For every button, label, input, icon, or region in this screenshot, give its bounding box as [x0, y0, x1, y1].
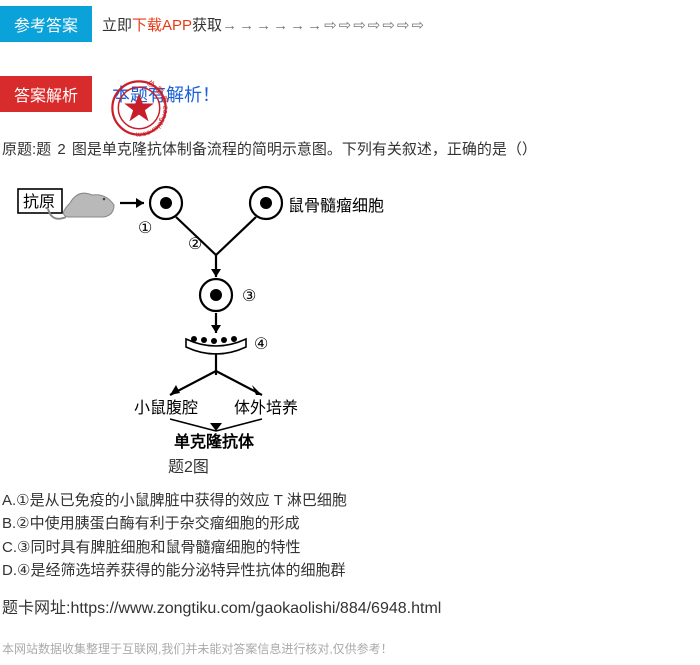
label-abdomen: 小鼠腹腔	[134, 399, 198, 417]
label-antigen: 抗原	[23, 193, 55, 211]
disclaimer-text: 本网站数据收集整理于互联网,我们并未能对答案信息进行核对,仅供参考！	[0, 622, 700, 665]
source-url[interactable]: https://www.zongtiku.com/gaokaolishi/884…	[70, 600, 441, 617]
analysis-badge: 答案解析	[0, 76, 92, 112]
label-n2: ②	[188, 236, 202, 253]
arrow-decor: →→→→→→⇨⇨⇨⇨⇨⇨⇨	[222, 17, 426, 34]
analysis-link[interactable]: 本题有解析！	[112, 85, 220, 105]
diagram: 抗原 ① 鼠骨髓瘤细胞 ② ③ ④ 小鼠腹腔 体外培养 单克隆抗体 题2图	[0, 163, 700, 483]
mouse-icon	[48, 193, 114, 219]
analysis-row: 答案解析 总 题 库 zongtiku.com 本题有解析！	[0, 70, 700, 118]
question-text: 原题:题 2 图是单克隆抗体制备流程的简明示意图。下列有关叙述，正确的是（）	[0, 118, 700, 163]
analysis-text-wrap: 总 题 库 zongtiku.com 本题有解析！	[102, 81, 230, 107]
label-n4: ④	[254, 336, 268, 353]
download-app-link[interactable]: 下载APP	[132, 17, 192, 34]
label-n1: ①	[138, 220, 152, 237]
option-c[interactable]: C.③同时具有脾脏细胞和鼠骨髓瘤细胞的特性	[2, 536, 698, 559]
label-n3: ③	[242, 288, 256, 305]
diagram-caption: 题2图	[8, 453, 692, 477]
option-d[interactable]: D.④是经筛选培养获得的能分泌特异性抗体的细胞群	[2, 559, 698, 582]
label-myeloma: 鼠骨髓瘤细胞	[288, 197, 384, 215]
label-antibody: 单克隆抗体	[174, 432, 255, 449]
options-block: A.①是从已免疫的小鼠脾脏中获得的效应 T 淋巴细胞 B.②中使用胰蛋白酶有利于…	[0, 483, 700, 584]
option-b[interactable]: B.②中使用胰蛋白酶有利于杂交瘤细胞的形成	[2, 512, 698, 535]
option-a[interactable]: A.①是从已免疫的小鼠脾脏中获得的效应 T 淋巴细胞	[2, 489, 698, 512]
answer-header-row: 参考答案 立即下载APP获取→→→→→→⇨⇨⇨⇨⇨⇨⇨	[0, 0, 700, 48]
label-invitro: 体外培养	[234, 399, 298, 417]
download-text: 立即下载APP获取→→→→→→⇨⇨⇨⇨⇨⇨⇨	[102, 14, 426, 35]
reference-answer-badge: 参考答案	[0, 6, 92, 42]
url-row: 题卡网址:https://www.zongtiku.com/gaokaolish…	[0, 584, 700, 622]
